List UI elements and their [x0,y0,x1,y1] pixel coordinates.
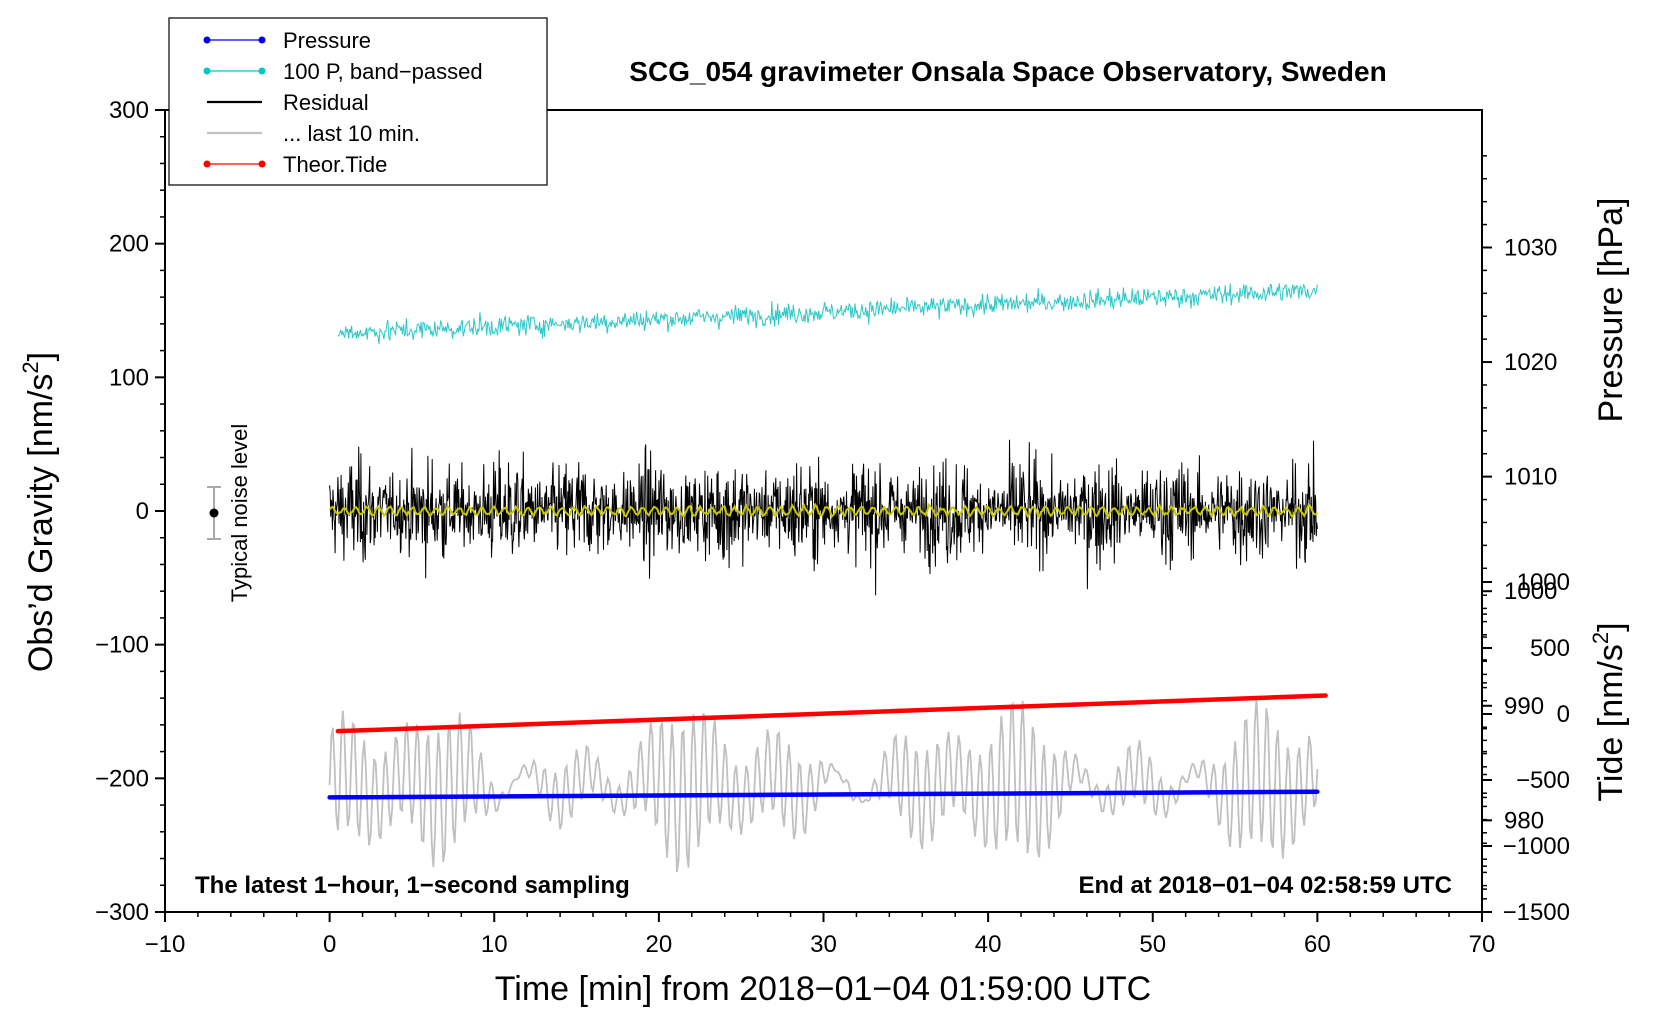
x-tick-label: 20 [646,931,673,958]
series-band-passed [337,283,1318,345]
legend-label: Residual [283,90,369,115]
series-pressure [327,789,1320,800]
legend-items: Pressure 100 P, band−passed Residual ... la… [203,28,483,177]
x-tick-label: 0 [323,931,336,958]
legend-item: Residual [207,90,369,115]
tide-tick-label: 500 [1530,635,1570,662]
series-last-10-min [328,697,1319,873]
y-axis-title-tide: Tide [nm/s2] [1588,622,1630,801]
x-tick-label: 30 [810,931,837,958]
x-tick-label: 60 [1304,931,1331,958]
legend-item: Theor.Tide [203,152,387,177]
legend: Pressure 100 P, band−passed Residual ... la… [168,17,548,186]
legend-label: ... last 10 min. [283,121,420,146]
tide-tick-label: −500 [1516,767,1570,794]
legend-item: Pressure [203,28,371,53]
legend-marker [203,160,211,168]
legend-item: 100 P, band−passed [203,59,483,84]
pressure-tick-label: 1020 [1504,349,1557,376]
x-tick-label: 50 [1139,931,1166,958]
y-tick-label: 300 [109,97,149,124]
legend-label: Theor.Tide [283,152,387,177]
series-residual [329,439,1318,596]
x-tick-label: 70 [1469,931,1496,958]
noise-level-indicator: Typical noise level [207,424,252,603]
noise-dot [209,508,219,518]
y-axis-title-left-sup: 2 [18,361,43,373]
legend-marker [258,160,266,168]
legend-label: Pressure [283,28,371,53]
x-tick-label: −10 [145,931,186,958]
tide-tick-label: −1500 [1503,899,1570,926]
x-tick-label: 40 [975,931,1002,958]
data-layer [327,283,1328,873]
y-axis-title-tide-sup: 2 [1588,632,1613,644]
pressure-tick-label: 980 [1504,807,1544,834]
y-tick-label: −200 [95,765,149,792]
legend-marker [258,36,266,44]
y-axis-title-pressure: Pressure [hPa] [1592,198,1630,423]
pressure-tick-label: 1030 [1504,234,1557,261]
tide-tick-label: 1000 [1517,569,1570,596]
pressure-tick-label: 990 [1504,693,1544,720]
tide-tick-label: 0 [1557,701,1570,728]
annotation-left: The latest 1−hour, 1−second sampling [195,872,630,899]
axis-layer: −10 0 10 20 30 40 50 60 703002001000−100−200−300… [95,97,1570,958]
legend-marker [203,67,211,75]
y-tick-label: −100 [95,632,149,659]
tide-tick-label: −1000 [1503,833,1570,860]
legend-item: ... last 10 min. [207,121,420,146]
y-tick-label: 100 [109,364,149,391]
pressure-tick-label: 1010 [1504,464,1557,491]
legend-marker [258,67,266,75]
legend-label: 100 P, band−passed [283,59,483,84]
series-residual-smoothed [328,502,1319,520]
pressure-tick-label: 1000 [1504,578,1557,605]
annotation-right: End at 2018−01−04 02:58:59 UTC [1078,872,1452,899]
x-axis-title: Time [min] from 2018−01−04 01:59:00 UTC [495,970,1151,1008]
noise-label: Typical noise level [227,424,252,603]
y-axis-title-left: Obs’d Gravity [nm/s2] [18,352,60,672]
x-tick-label: 10 [481,931,508,958]
y-tick-label: 0 [136,498,149,525]
y-tick-label: −300 [95,899,149,926]
chart-title: SCG_054 gravimeter Onsala Space Observat… [629,56,1386,87]
series-theor-tide [335,693,1328,734]
y-tick-label: 200 [109,231,149,258]
legend-marker [203,36,211,44]
